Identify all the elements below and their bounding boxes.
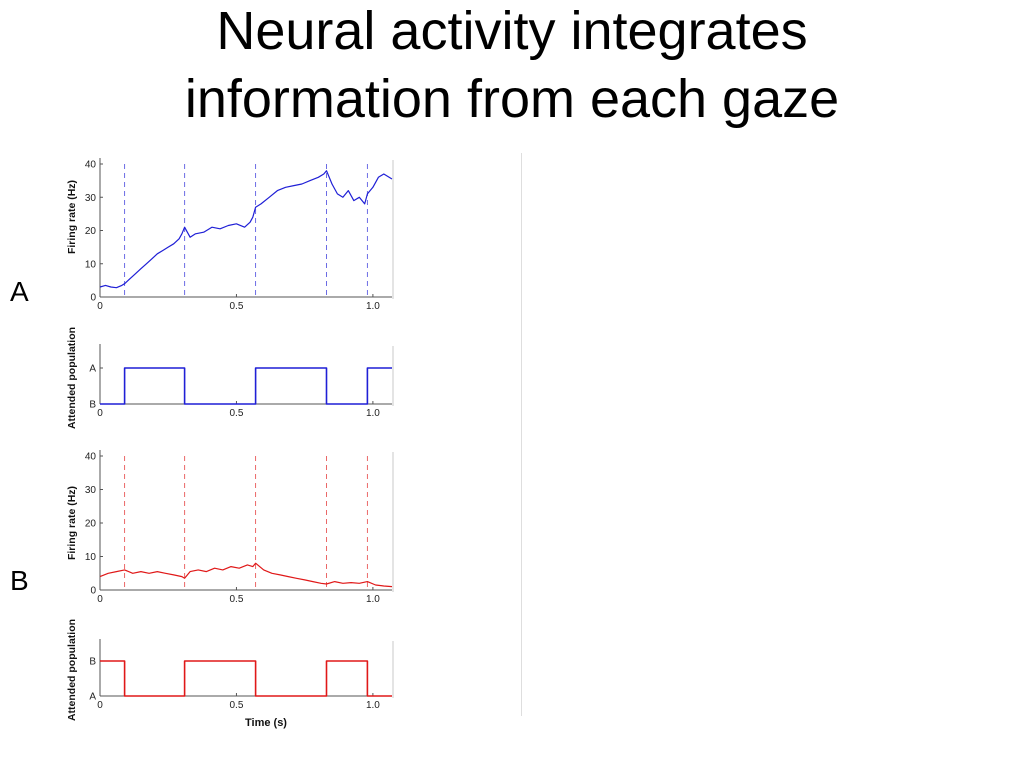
y-axis-label: Attended population bbox=[66, 327, 78, 429]
slide-divider bbox=[521, 153, 522, 716]
x-axis-label: Time (s) bbox=[245, 717, 287, 729]
panel-label-a: A bbox=[10, 276, 29, 307]
x-tick-label: 0.5 bbox=[229, 594, 243, 605]
x-tick-label: 0.5 bbox=[229, 408, 243, 419]
y-tick-label: 20 bbox=[85, 226, 97, 237]
title-line-1: Neural activity integrates bbox=[216, 1, 808, 61]
y-tick-label: 40 bbox=[85, 452, 97, 463]
x-tick-label: 1.0 bbox=[366, 408, 380, 419]
y-tick-label: 10 bbox=[85, 552, 97, 563]
chart-A-rate: 0 10 20 30 40 0 0.5 1.0 Firing rate (Hz) bbox=[66, 158, 394, 312]
y-tick-label: A bbox=[89, 692, 96, 703]
title-line-2: information from each gaze bbox=[184, 69, 840, 129]
x-tick-label: 0 bbox=[97, 700, 103, 711]
x-tick-label: 0 bbox=[97, 301, 103, 312]
y-tick-label: 30 bbox=[85, 193, 97, 204]
y-tick-label: 20 bbox=[85, 519, 97, 530]
chart-B-rate: 0 10 20 30 40 0 0.5 1.0 Firing rate (Hz) bbox=[66, 450, 394, 605]
series-line bbox=[100, 660, 392, 697]
figure: 0 10 20 30 40 0 0.5 1.0 Firing rate (Hz) B A 0 0.5 1.… bbox=[60, 150, 400, 747]
y-tick-label: 0 bbox=[90, 586, 96, 597]
y-tick-label: 30 bbox=[85, 485, 97, 496]
x-tick-label: 0.5 bbox=[229, 700, 243, 711]
series-line bbox=[99, 562, 393, 588]
series-line bbox=[99, 170, 393, 289]
y-tick-label: B bbox=[89, 400, 96, 411]
y-tick-label: 10 bbox=[85, 259, 97, 270]
slide-title: Neural activity integrates information f… bbox=[0, 0, 1024, 133]
x-tick-label: 1.0 bbox=[366, 594, 380, 605]
y-tick-label: A bbox=[89, 364, 96, 375]
x-tick-label: 0.5 bbox=[229, 301, 243, 312]
x-tick-label: 0 bbox=[97, 408, 103, 419]
x-tick-label: 1.0 bbox=[366, 700, 380, 711]
chart-B-attended: A B 0 0.5 1.0 Attended population Time (s) bbox=[66, 619, 394, 729]
y-axis-label: Firing rate (Hz) bbox=[66, 180, 78, 254]
y-tick-label: 40 bbox=[85, 160, 97, 171]
y-axis-label: Firing rate (Hz) bbox=[66, 486, 78, 560]
y-tick-label: 0 bbox=[90, 293, 96, 304]
y-axis-label: Attended population bbox=[66, 619, 78, 721]
series-line bbox=[100, 367, 392, 405]
x-tick-label: 1.0 bbox=[366, 301, 380, 312]
x-tick-label: 0 bbox=[97, 594, 103, 605]
panel-label-b: B bbox=[10, 565, 29, 596]
chart-A-attended: B A 0 0.5 1.0 Attended population bbox=[66, 327, 394, 429]
y-tick-label: B bbox=[89, 657, 96, 668]
